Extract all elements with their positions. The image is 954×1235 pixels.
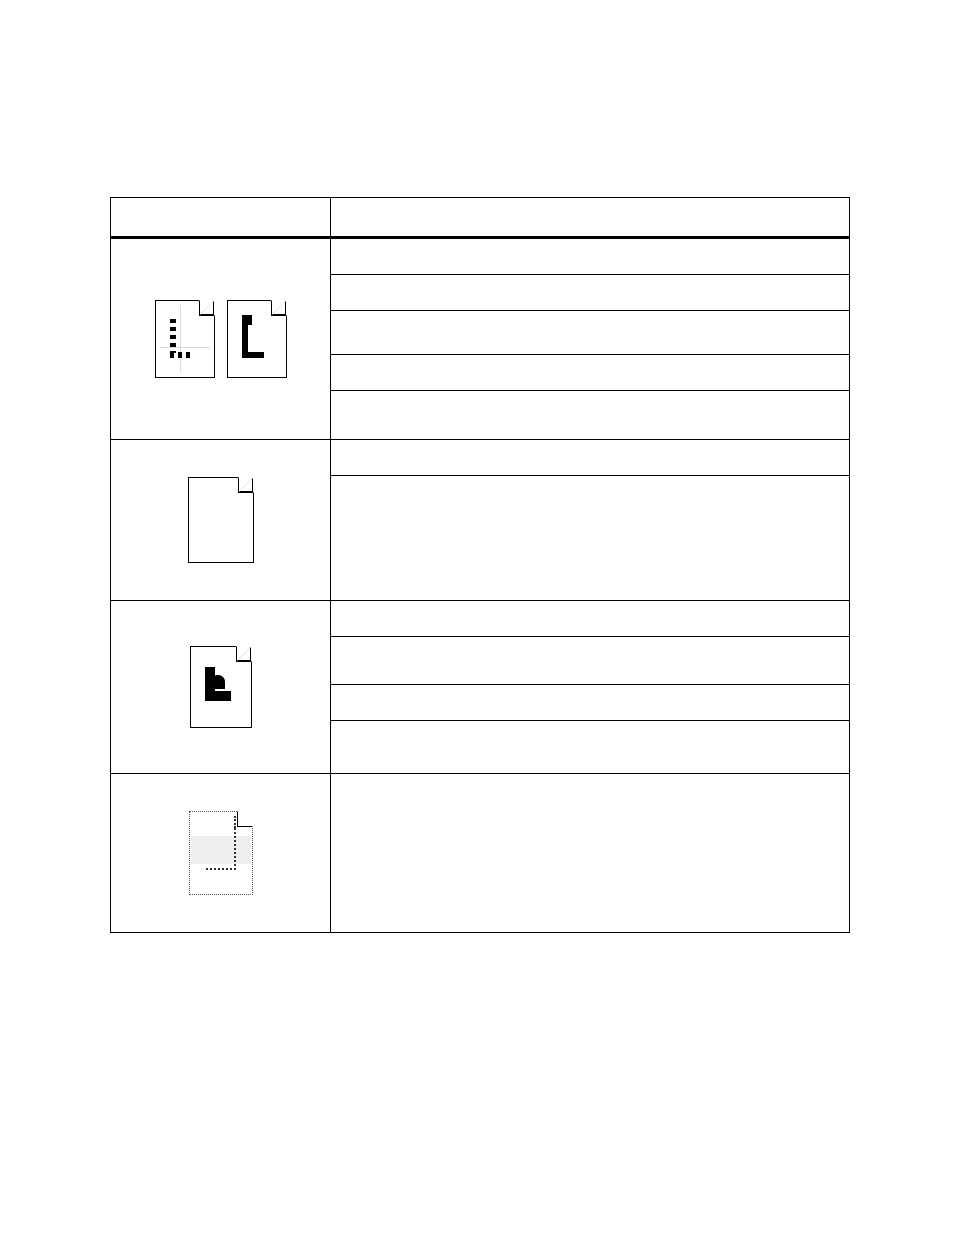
table-cell bbox=[331, 721, 849, 773]
table-header-row bbox=[111, 198, 849, 239]
table-cell bbox=[331, 601, 849, 637]
row-right bbox=[331, 239, 849, 439]
header-cell-right bbox=[331, 198, 849, 236]
table-cell bbox=[331, 440, 849, 476]
table-row bbox=[111, 601, 849, 774]
row-icon-cell bbox=[111, 239, 331, 439]
table-row bbox=[111, 440, 849, 601]
table-cell bbox=[331, 355, 849, 391]
page-icon-dashed-L bbox=[155, 300, 215, 378]
row-right bbox=[331, 774, 849, 932]
troubleshooting-table bbox=[110, 197, 850, 933]
page-icon-solid-L-with-square bbox=[227, 300, 287, 378]
table-cell bbox=[331, 637, 849, 685]
two-page-icons bbox=[155, 300, 287, 378]
table-row bbox=[111, 774, 849, 932]
table-cell bbox=[331, 685, 849, 721]
table-cell bbox=[331, 275, 849, 311]
table-cell bbox=[331, 476, 849, 600]
table-row bbox=[111, 239, 849, 440]
table-cell bbox=[331, 391, 849, 439]
table-cell bbox=[331, 774, 849, 932]
row-icon-cell bbox=[111, 601, 331, 773]
row-icon-cell bbox=[111, 774, 331, 932]
blank-page-icon bbox=[188, 477, 254, 563]
page-icon-bold-L bbox=[190, 646, 252, 728]
dotted-page-icon bbox=[189, 811, 253, 895]
row-right bbox=[331, 601, 849, 773]
header-cell-left bbox=[111, 198, 331, 236]
row-icon-cell bbox=[111, 440, 331, 600]
table-cell bbox=[331, 239, 849, 275]
row-right bbox=[331, 440, 849, 600]
table-cell bbox=[331, 311, 849, 355]
